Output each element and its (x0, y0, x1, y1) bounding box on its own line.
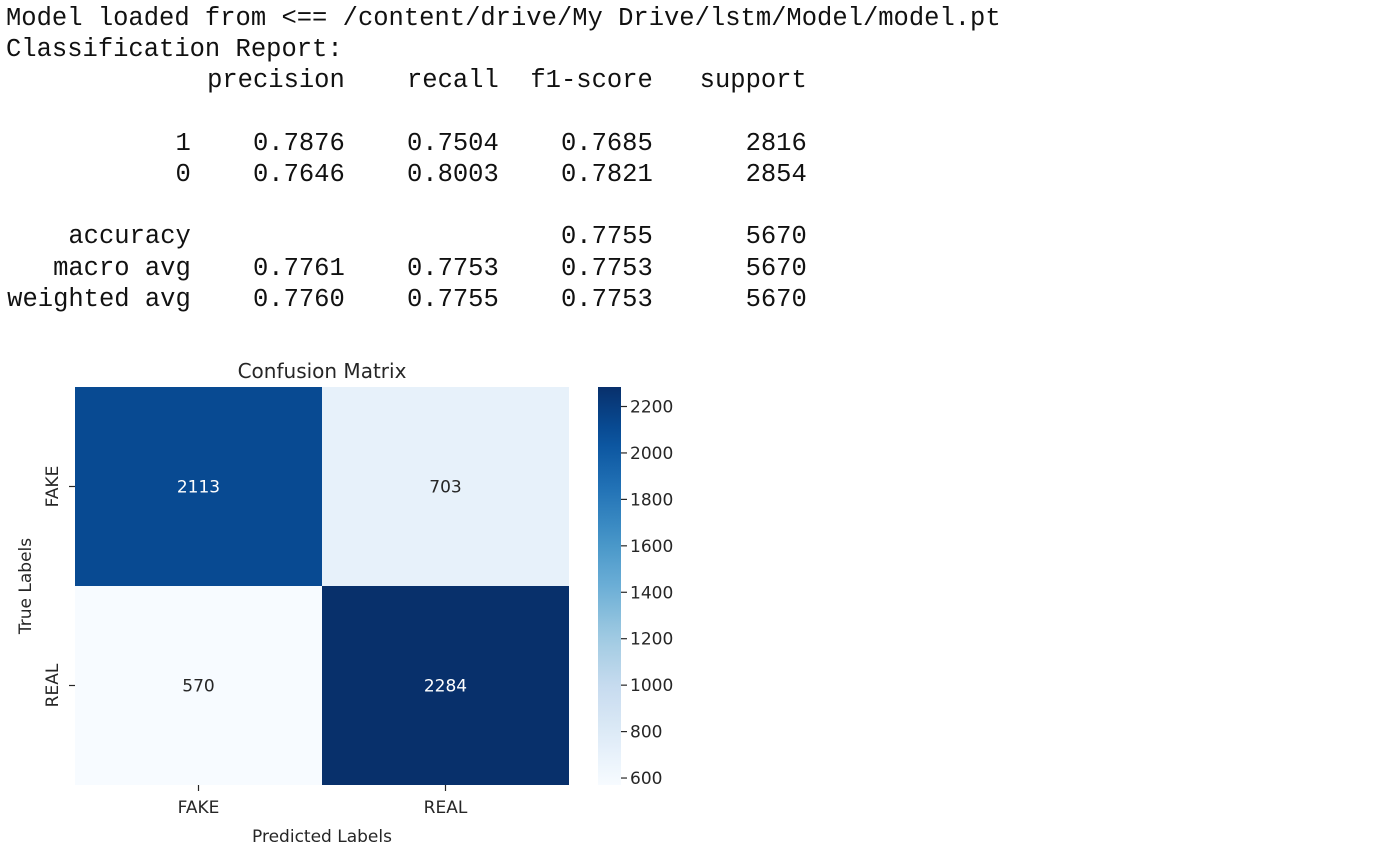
report-cell-precision: 0.7760 (252, 284, 345, 314)
model-load-message: Model loaded from <== /content/drive/My … (6, 4, 1001, 33)
colorbar-tick-label: 1400 (630, 583, 673, 603)
heatmap-cell (322, 387, 569, 586)
heatmap-cell (322, 586, 569, 785)
colorbar-tick-label: 1000 (630, 676, 673, 696)
report-header-row: precision recall f1-score support (6, 65, 1001, 96)
report-cell-support: 2854 (745, 159, 807, 189)
report-cell-recall: 0.7753 (406, 253, 499, 283)
report-cell-f1-score: 0.7753 (560, 253, 653, 283)
cell-value-label: 570 (182, 677, 214, 697)
report-cell-support: 5670 (745, 253, 807, 283)
report-cell-support: 5670 (745, 222, 807, 252)
report-class-rows: 1 0.7876 0.7504 0.7685 2816 0 0.7646 0.8003 0.78… (6, 128, 1001, 190)
report-blank-line (6, 190, 1001, 221)
report-cell-recall: 0.7504 (406, 128, 499, 158)
colorbar-tick-label: 1200 (630, 630, 673, 650)
y-tick-label: FAKE (43, 466, 63, 508)
x-tick-label: REAL (424, 798, 468, 818)
report-cell-support: 2816 (745, 128, 807, 158)
heatmap-cell (75, 387, 322, 586)
colorbar-tick-label: 1600 (630, 537, 673, 557)
classification-report: Model loaded from <== /content/drive/My … (6, 3, 1001, 315)
report-cell-recall: 0.8003 (406, 159, 499, 189)
report-row-label: accuracy (68, 222, 191, 252)
report-row: 0 0.7646 0.8003 0.7821 2854 (6, 159, 1001, 190)
report-row-label: 0 (175, 159, 191, 189)
report-row-label: weighted avg (7, 284, 191, 314)
report-column-header: recall (406, 66, 499, 96)
x-tick-label: FAKE (178, 798, 220, 818)
colorbar (598, 387, 621, 785)
colorbar-tick-label: 2200 (630, 398, 673, 418)
report-row: macro avg 0.7761 0.7753 0.7753 5670 (6, 253, 1001, 284)
report-blank-line (6, 97, 1001, 128)
report-summary-rows: accuracy 0.7755 5670 macro avg 0.7761 0.7753 0… (6, 221, 1001, 315)
cell-value-label: 2284 (424, 677, 467, 697)
report-title: Classification Report: (6, 35, 343, 65)
chart-title: Confusion Matrix (238, 359, 407, 383)
report-column-header: f1-score (530, 66, 653, 96)
colorbar-tick-label: 1800 (630, 490, 673, 510)
report-column-header: support (699, 66, 807, 96)
x-axis-label: Predicted Labels (252, 827, 392, 847)
colorbar-tick-label: 2000 (630, 444, 673, 464)
cell-value-label: 2113 (177, 478, 220, 498)
report-cell-precision: 0.7646 (252, 159, 345, 189)
report-cell-f1-score: 0.7753 (560, 284, 653, 314)
report-column-header: precision (207, 66, 345, 96)
y-axis-label: True Labels (16, 538, 36, 635)
report-cell-support: 5670 (745, 284, 807, 314)
report-cell-f1-score: 0.7821 (560, 159, 653, 189)
colorbar-tick-label: 800 (630, 723, 662, 743)
report-row-label: macro avg (53, 253, 191, 283)
report-cell-precision: 0.7876 (252, 128, 345, 158)
report-row-label: 1 (175, 128, 191, 158)
report-cell-f1-score: 0.7685 (560, 128, 653, 158)
report-row: accuracy 0.7755 5670 (6, 221, 1001, 252)
report-row: 1 0.7876 0.7504 0.7685 2816 (6, 128, 1001, 159)
heatmap-cell (75, 586, 322, 785)
report-row: weighted avg 0.7760 0.7755 0.7753 5670 (6, 284, 1001, 315)
cell-value-label: 703 (429, 478, 461, 498)
confusion-matrix-chart: Confusion Matrix 2113 703 570 2284 FAKE REAL FA… (16, 359, 673, 847)
y-tick-label: REAL (43, 663, 63, 707)
report-cell-f1-score: 0.7755 (560, 222, 653, 252)
report-cell-precision: 0.7761 (252, 253, 345, 283)
report-cell-recall: 0.7755 (406, 284, 499, 314)
colorbar-tick-label: 600 (630, 769, 662, 789)
